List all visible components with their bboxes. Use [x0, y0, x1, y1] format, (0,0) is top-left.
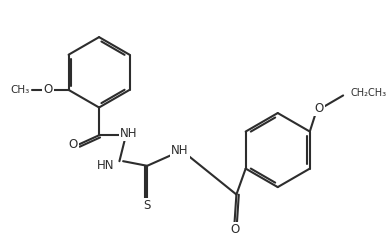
Text: O: O	[315, 102, 324, 115]
Text: O: O	[44, 83, 53, 97]
Text: NH: NH	[171, 144, 188, 158]
Text: S: S	[144, 199, 151, 212]
Text: O: O	[68, 138, 78, 151]
Text: NH: NH	[120, 127, 137, 140]
Text: O: O	[230, 223, 239, 236]
Text: HN: HN	[97, 159, 115, 172]
Text: CH₃: CH₃	[10, 85, 30, 95]
Text: CH₂CH₃: CH₂CH₃	[351, 88, 387, 98]
